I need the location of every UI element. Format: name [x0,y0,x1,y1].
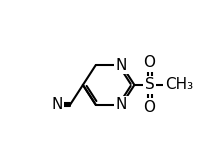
Text: N: N [116,58,127,73]
Text: S: S [145,78,154,92]
Text: O: O [144,55,156,70]
Text: O: O [144,100,156,115]
Text: N: N [51,97,63,112]
Text: N: N [116,97,127,112]
Text: CH₃: CH₃ [165,78,193,92]
